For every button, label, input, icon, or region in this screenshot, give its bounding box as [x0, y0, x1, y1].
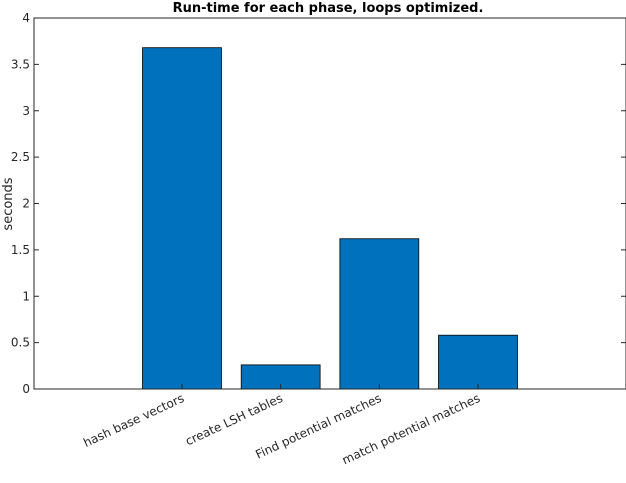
y-tick-label: 1.5 [11, 243, 30, 257]
y-ticks-group: 0 0.5 1 1.5 2 2.5 3 3.5 4 [11, 11, 626, 396]
y-tick-label: 0 [22, 382, 30, 396]
y-tick-label: 3.5 [11, 57, 30, 71]
x-tick-label: create LSH tables [183, 391, 285, 448]
x-tick-label: hash base vectors [81, 391, 186, 450]
chart-title: Run-time for each phase, loops optimized… [173, 1, 484, 16]
bar-0 [142, 47, 222, 390]
y-tick-label: 1 [22, 289, 30, 303]
bars-group [142, 47, 518, 390]
y-tick-label: 4 [22, 11, 30, 25]
plot-area-frame [33, 17, 626, 390]
bar-3 [438, 334, 518, 390]
y-tick-label: 3 [22, 104, 30, 118]
y-axis-label: seconds [1, 177, 16, 230]
y-tick-label: 2 [22, 197, 30, 211]
y-tick-label: 0.5 [11, 336, 30, 350]
bar-2 [339, 238, 420, 390]
y-tick-label: 2.5 [11, 150, 30, 164]
